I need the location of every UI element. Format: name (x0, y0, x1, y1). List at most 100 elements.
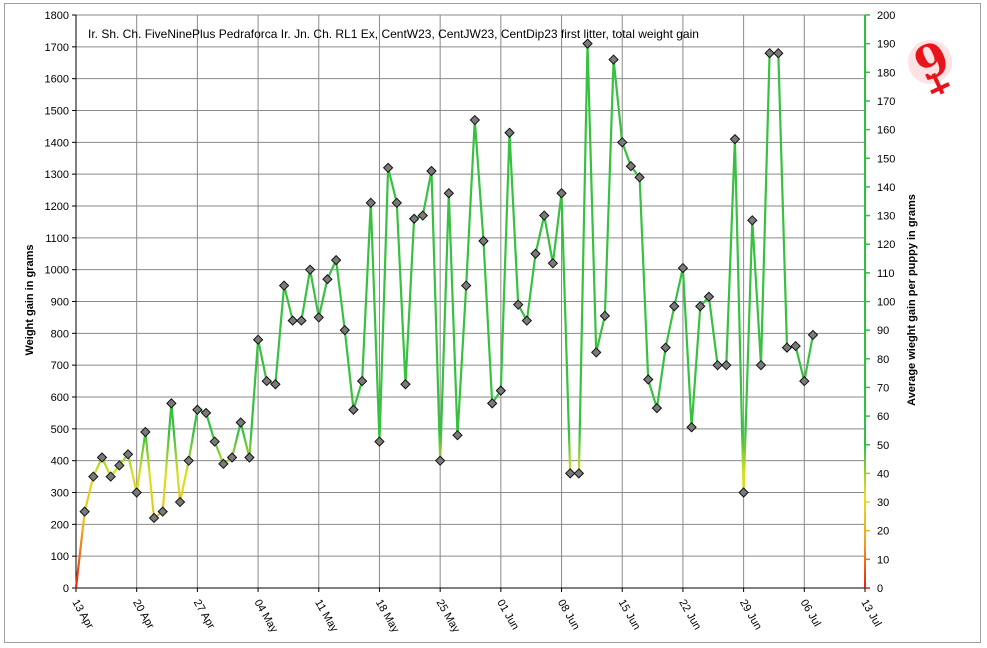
data-point (573, 468, 585, 479)
data-point (356, 375, 368, 387)
data-point (434, 455, 446, 466)
left-tick-label: 1600 (45, 74, 69, 86)
left-tick-label: 0 (63, 583, 69, 595)
data-point (417, 210, 429, 221)
data-point (79, 506, 90, 517)
data-point (166, 398, 177, 409)
data-point (235, 417, 246, 428)
data-point (495, 385, 507, 396)
data-point (643, 374, 654, 385)
data-point (591, 347, 602, 358)
right-tick-label: 180 (877, 67, 895, 79)
x-tick-label: 25 May (434, 598, 463, 636)
data-point (660, 342, 671, 353)
data-point (374, 436, 385, 447)
data-point (521, 315, 533, 326)
left-tick-label: 200 (51, 519, 69, 531)
data-point (226, 452, 238, 463)
right-tick-label: 0 (877, 583, 883, 595)
data-point (608, 54, 619, 65)
data-point (348, 404, 359, 415)
data-point (391, 197, 403, 209)
data-point (296, 315, 307, 326)
data-point (755, 359, 767, 371)
data-point (122, 449, 134, 460)
data-point (88, 471, 99, 482)
x-tick-label: 27 Apr (191, 598, 217, 632)
data-point (382, 162, 394, 174)
data-point (452, 429, 463, 441)
left-axis-title: Weight gain in grams (24, 244, 36, 355)
data-point (174, 496, 186, 508)
right-tick-label: 130 (877, 211, 895, 223)
data-point (721, 359, 732, 371)
left-tick-label: 600 (51, 392, 69, 404)
data-point (556, 188, 567, 199)
left-tick-label: 1700 (45, 42, 69, 54)
data-point (790, 340, 801, 352)
data-point (547, 258, 559, 269)
left-tick-label: 700 (51, 360, 69, 372)
data-point (773, 47, 784, 59)
data-point (686, 422, 697, 433)
data-point (200, 407, 212, 419)
right-tick-label: 100 (877, 297, 895, 309)
logo: 9 (906, 30, 958, 95)
data-point (140, 426, 151, 438)
right-tick-label: 110 (877, 268, 895, 280)
x-tick-label: 22 Jun (676, 598, 703, 633)
data-point (669, 301, 680, 312)
right-tick-label: 80 (877, 354, 889, 366)
x-tick-label: 13 Apr (69, 598, 95, 632)
data-point (677, 262, 689, 274)
data-point (469, 114, 481, 126)
data-point (209, 436, 220, 447)
left-tick-label: 400 (51, 456, 69, 468)
x-tick-label: 29 Jun (737, 598, 764, 633)
data-point (634, 172, 645, 183)
grid-lines (75, 14, 866, 589)
right-tick-label: 30 (877, 497, 889, 509)
data-point (538, 210, 550, 221)
data-point (651, 402, 663, 414)
data-point (114, 460, 125, 471)
data-point (443, 188, 455, 199)
x-axis-ticks: 13 Apr 20 Apr 27 Apr 04 May 11 May 18 May 25 M… (69, 588, 883, 635)
data-point (712, 359, 723, 371)
data-point (157, 506, 168, 517)
x-tick-label: 15 Jun (616, 598, 643, 633)
left-tick-label: 1000 (45, 265, 69, 277)
left-tick-label: 900 (51, 297, 69, 309)
right-tick-label: 10 (877, 554, 889, 566)
right-tick-label: 190 (877, 39, 895, 51)
right-tick-label: 50 (877, 440, 889, 452)
x-tick-label: 06 Jul (798, 598, 823, 629)
chart-title: Ir. Sh. Ch. FiveNinePlus Pedraforca Ir. … (88, 27, 699, 41)
data-point (365, 197, 376, 209)
x-tick-label: 11 May (312, 598, 340, 635)
data-point (313, 312, 324, 323)
left-axis-ticks: 0 100 200 300 400 500 600 700 800 900 1000 1100 1200… (45, 10, 76, 595)
right-tick-label: 200 (877, 10, 895, 22)
x-tick-label: 13 Jul (858, 598, 883, 629)
right-tick-label: 40 (877, 468, 889, 480)
data-point (486, 398, 498, 409)
data-point (270, 379, 281, 390)
data-point (408, 213, 420, 224)
data-point (278, 280, 290, 291)
data-point (799, 375, 810, 387)
x-tick-label: 04 May (251, 598, 280, 636)
right-tick-label: 60 (877, 411, 889, 423)
left-tick-label: 500 (51, 424, 69, 436)
right-tick-label: 140 (877, 182, 895, 194)
right-tick-label: 90 (877, 325, 889, 337)
right-tick-label: 120 (877, 239, 895, 251)
data-point (304, 264, 316, 275)
data-point (96, 452, 108, 463)
data-point (287, 315, 298, 326)
x-tick-label: 20 Apr (130, 598, 156, 632)
data-point (512, 299, 524, 310)
data-point (460, 280, 472, 291)
data-point (738, 487, 749, 498)
